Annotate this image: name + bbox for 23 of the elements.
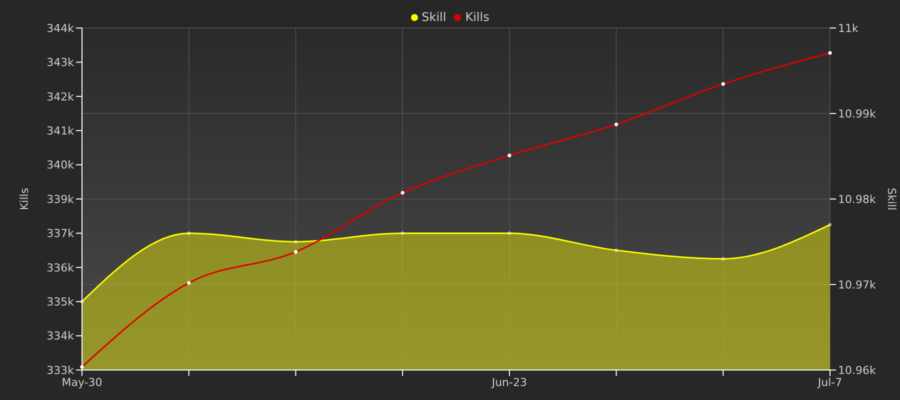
y-tick-label: 342k [46,90,75,104]
legend-label: Skill [422,10,446,24]
y-tick-label: 333k [46,364,75,377]
y-tick-label: 334k [46,330,75,343]
y2-tick-label: 11k [838,22,859,35]
y-axis-title: Kills [18,188,31,210]
y-tick-label: 337k [46,227,75,240]
y-tick-label: 335k [46,296,75,309]
y2-tick-label: 10.98k [838,192,876,206]
y-tick-label: 343k [46,56,75,70]
x-tick-label: Jun-23 [490,376,528,389]
y2-tick-label: 10.97k [838,278,876,292]
legend-label: Kills [465,10,490,24]
y-tick-label: 344k [46,22,75,35]
y-tick-label: 339k [46,192,75,206]
y-tick-label: 340k [46,158,75,172]
y2-axis-title: Skill [885,188,898,210]
x-tick-label: May-30 [62,376,102,389]
y-tick-label: 341k [46,124,75,138]
x-tick-label: Jul-7 [816,376,842,389]
y-tick-label: 336k [46,261,75,274]
y2-tick-label: 10.99k [838,107,876,120]
y2-tick-label: 10.96k [838,364,876,377]
